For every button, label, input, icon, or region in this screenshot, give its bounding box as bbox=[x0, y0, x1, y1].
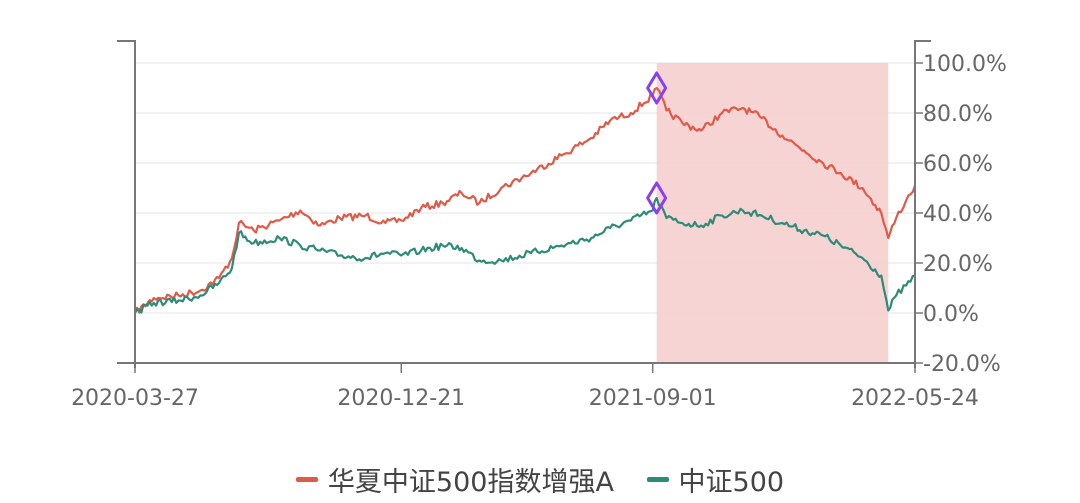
y-tick-label: 100.0% bbox=[923, 52, 1007, 77]
legend-item-fund[interactable]: 华夏中证500指数增强A bbox=[295, 460, 614, 499]
x-tick-label: 2021-09-01 bbox=[589, 386, 717, 411]
legend-swatch-fund bbox=[295, 477, 318, 482]
y-tick-label: 40.0% bbox=[923, 202, 993, 227]
series-lines bbox=[133, 86, 917, 314]
legend-label-index: 中证500 bbox=[678, 467, 785, 498]
legend-swatch-index bbox=[646, 477, 669, 482]
y-tick-labels: 100.0% 80.0% 60.0% 40.0% 20.0% 0.0% -20.0% bbox=[923, 52, 1007, 377]
x-tick-label: 2020-12-21 bbox=[337, 386, 465, 411]
drawdown-shaded-region bbox=[656, 63, 889, 363]
peak-diamond-marker bbox=[646, 71, 668, 105]
shaded-region bbox=[656, 63, 889, 363]
x-tick-labels: 2020-03-27 2020-12-21 2021-09-01 2022-05-24 bbox=[71, 386, 979, 411]
y-tick-label: 20.0% bbox=[923, 252, 993, 277]
series-line-fund bbox=[133, 86, 917, 314]
legend-label-fund: 华夏中证500指数增强A bbox=[327, 467, 614, 498]
legend: 华夏中证500指数增强A 中证500 bbox=[0, 458, 1080, 499]
y-tick-label: 80.0% bbox=[923, 102, 993, 127]
line-chart: 100.0% 80.0% 60.0% 40.0% 20.0% 0.0% -20.0% 202… bbox=[71, 40, 1007, 411]
axes bbox=[117, 40, 931, 373]
peak-diamond-marker bbox=[646, 181, 668, 215]
y-tick-label: 0.0% bbox=[923, 302, 979, 327]
legend-item-index[interactable]: 中证500 bbox=[646, 460, 785, 499]
series-line-index bbox=[134, 196, 916, 314]
y-tick-label: 60.0% bbox=[923, 152, 993, 177]
x-tick-label: 2022-05-24 bbox=[851, 386, 979, 411]
peak-markers bbox=[646, 71, 668, 215]
x-tick-label: 2020-03-27 bbox=[71, 386, 199, 411]
y-tick-label: -20.0% bbox=[923, 352, 1001, 377]
